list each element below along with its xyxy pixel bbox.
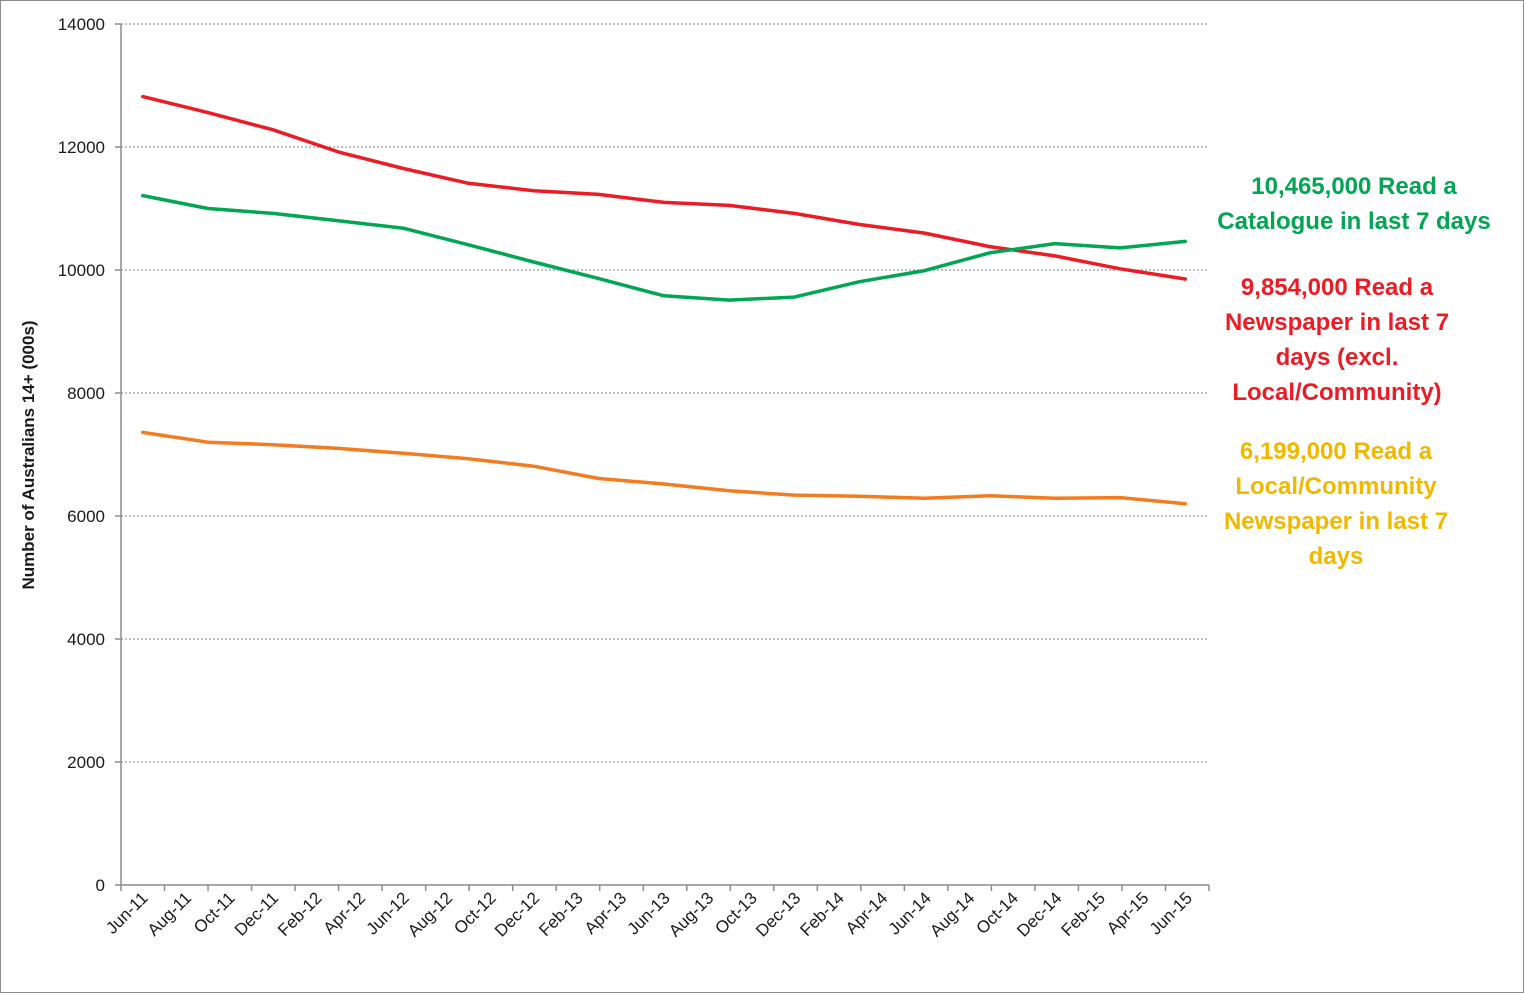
catalogue-annotation-line-1: 10,465,000 Read a	[1251, 173, 1457, 200]
x-tick-label: Oct-12	[450, 888, 500, 938]
x-tick-label: Aug-12	[404, 888, 456, 940]
y-tick-label: 2000	[67, 753, 105, 772]
x-tick-label: Feb-13	[535, 888, 587, 940]
newspaper-annotation: 9,854,000 Read a Newspaper in last 7 day…	[1206, 270, 1468, 410]
newspaper-annotation-line-3: days (excl.	[1275, 344, 1399, 371]
series-line-local	[141, 430, 1187, 506]
x-tick-label: Feb-12	[274, 888, 326, 940]
catalogue-annotation: 10,465,000 Read a Catalogue in last 7 da…	[1206, 169, 1502, 239]
y-tick-label: 12000	[58, 138, 105, 157]
y-tick-label: 14000	[58, 15, 105, 34]
x-tick-label: Oct-11	[190, 888, 239, 937]
x-tick-label: Apr-15	[1103, 888, 1153, 938]
newspaper-annotation-line-2: Newspaper in last 7	[1224, 309, 1450, 336]
gridlines	[121, 23, 1209, 763]
local-annotation-line-3: Newspaper in last 7	[1223, 508, 1449, 535]
newspaper-annotation-line-4: Local/Community)	[1232, 379, 1442, 406]
y-tick-label: 0	[96, 876, 105, 895]
x-tick-label: Dec-12	[491, 888, 543, 940]
x-tick-label: Aug-13	[665, 888, 717, 940]
catalogue-annotation-line-2: Catalogue in last 7 days	[1217, 208, 1491, 235]
local-annotation-line-1: 6,199,000 Read a	[1239, 438, 1433, 465]
local-annotation-line-4: days	[1308, 543, 1364, 570]
x-tick-label: Feb-15	[1057, 888, 1109, 940]
local-newspaper-annotation: 6,199,000 Read a Local/Community Newspap…	[1206, 434, 1466, 574]
series-lines	[141, 94, 1187, 506]
x-tick-label: Apr-14	[842, 888, 892, 938]
y-axis-title: Number of Australians 14+ (000s)	[19, 320, 38, 589]
x-tick-label: Dec-13	[752, 888, 804, 940]
newspaper-annotation-line-1: 9,854,000 Read a	[1240, 274, 1434, 301]
x-tick-label: Oct-14	[972, 888, 1022, 938]
x-tick-label: Jun-13	[624, 888, 674, 938]
x-tick-label: Dec-11	[231, 888, 282, 939]
x-tick-label: Feb-14	[796, 888, 848, 940]
y-tick-label: 4000	[67, 630, 105, 649]
x-tick-label: Apr-12	[320, 888, 370, 938]
local-annotation-line-2: Local/Community	[1235, 473, 1437, 500]
x-tick-label: Oct-13	[711, 888, 761, 938]
x-tick-label: Jun-15	[1146, 888, 1196, 938]
y-axis-ticks: 0 2000 4000 6000 8000 10000 12000 14000	[58, 15, 121, 895]
y-tick-label: 10000	[58, 261, 105, 280]
axes	[120, 24, 1209, 886]
x-tick-label: Jun-12	[363, 888, 413, 938]
y-tick-label: 8000	[67, 384, 105, 403]
x-tick-label: Apr-13	[581, 888, 631, 938]
x-axis-ticks: Jun-11Aug-11Oct-11Dec-11Feb-12Apr-12Jun-…	[102, 885, 1210, 941]
x-tick-label: Jun-11	[102, 888, 151, 937]
x-tick-label: Aug-11	[144, 888, 195, 939]
series-line-newspaper	[141, 94, 1187, 281]
x-tick-label: Dec-14	[1013, 888, 1065, 940]
series-line-catalogue	[141, 193, 1187, 302]
x-tick-label: Aug-14	[926, 888, 978, 940]
y-tick-label: 6000	[67, 507, 105, 526]
x-tick-label: Jun-14	[885, 888, 935, 938]
